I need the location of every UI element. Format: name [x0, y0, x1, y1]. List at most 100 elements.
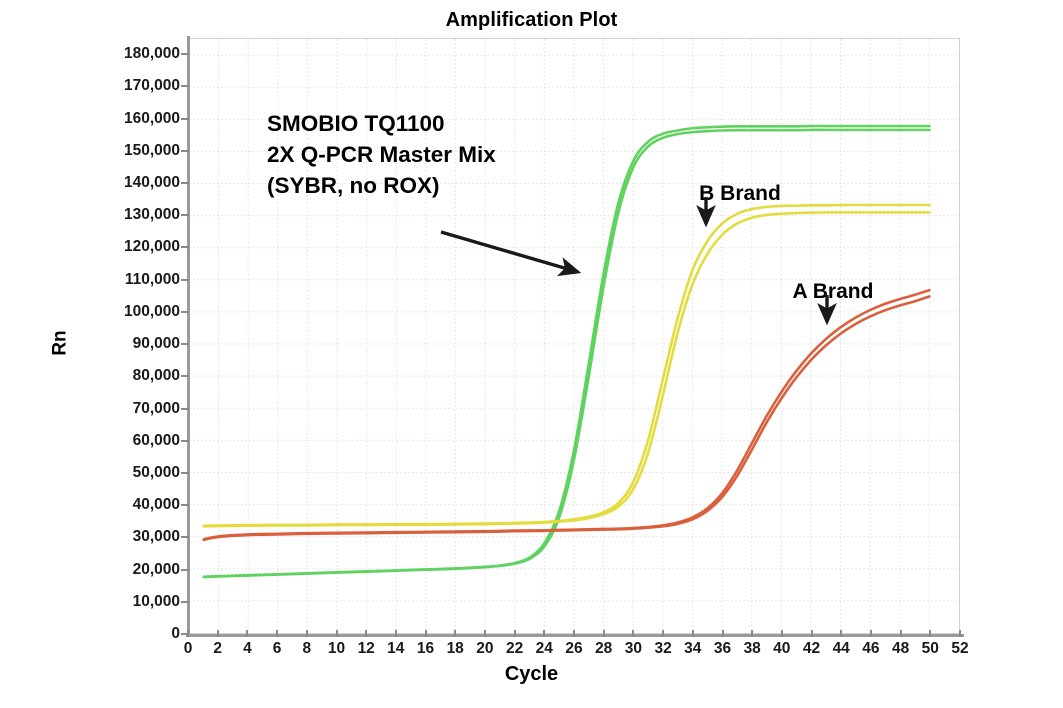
y-tick-label: 110,000 [124, 270, 180, 288]
x-tick-label: 36 [713, 640, 732, 657]
grid-lines [189, 39, 959, 633]
x-tick-mark [662, 630, 665, 637]
x-tick-label: 30 [624, 640, 643, 657]
x-tick-label: 0 [183, 640, 193, 657]
product-annotation-line-3: (SYBR, no ROX) [267, 173, 440, 198]
x-tick-label: 28 [595, 640, 613, 657]
x-tick-label: 10 [327, 640, 346, 657]
x-tick-label: 32 [654, 640, 672, 657]
x-tick-mark [929, 630, 932, 637]
x-tick-label: 40 [773, 640, 791, 657]
y-tick-label: 180,000 [123, 45, 180, 63]
y-tick-mark [181, 343, 189, 346]
x-tick-mark [394, 630, 397, 637]
x-tick-label: 42 [802, 640, 821, 657]
y-axis-line [187, 36, 190, 636]
y-tick-mark [181, 117, 189, 120]
x-tick-label: 6 [272, 640, 282, 657]
x-tick-mark [721, 630, 724, 637]
y-tick-mark [181, 278, 189, 281]
x-tick-label: 46 [862, 640, 880, 657]
y-tick-mark [181, 536, 189, 539]
series-line [202, 295, 931, 542]
series-line [202, 203, 931, 528]
x-tick-label: 12 [357, 640, 375, 657]
y-tick-mark [181, 214, 189, 217]
x-tick-mark [959, 630, 961, 637]
x-tick-label: 2 [213, 640, 222, 657]
series-line [202, 128, 931, 579]
x-tick-label: 38 [743, 640, 761, 657]
y-tick-label: 170,000 [123, 77, 180, 95]
x-tick-mark [216, 630, 219, 637]
data-series-layer [202, 124, 931, 579]
y-tick-label: 50,000 [132, 463, 180, 481]
y-tick-label: 90,000 [132, 335, 180, 353]
x-tick-label: 18 [446, 640, 464, 657]
y-tick-label: 0 [171, 625, 180, 642]
x-tick-mark [573, 630, 575, 637]
y-tick-mark [181, 407, 189, 410]
x-tick-label: 20 [476, 640, 494, 657]
x-tick-label: 48 [891, 640, 910, 657]
series-line [202, 288, 931, 541]
y-tick-mark [181, 182, 189, 184]
y-tick-label: 100,000 [123, 302, 180, 320]
y-tick-mark [181, 246, 189, 249]
product-annotation-line-2: 2X Q-PCR Master Mix [267, 142, 496, 167]
x-tick-mark [602, 630, 605, 637]
x-tick-mark [869, 630, 872, 637]
y-tick-label: 130,000 [123, 206, 180, 224]
x-tick-mark [543, 630, 546, 637]
y-tick-mark [181, 375, 189, 378]
x-tick-mark [483, 630, 486, 637]
x-tick-label: 8 [302, 640, 312, 657]
y-tick-label: 80,000 [132, 367, 180, 385]
y-tick-mark [181, 149, 189, 152]
brand-b-label: B Brand [699, 182, 781, 205]
x-tick-label: 14 [387, 640, 405, 657]
y-axis-tick-labels: 0 10,000 20,000 30,000 40,000 50,000 60,000 70,… [84, 0, 180, 708]
y-tick-label: 60,000 [132, 431, 180, 449]
plot-area [188, 38, 960, 634]
x-tick-mark [810, 630, 813, 637]
x-tick-mark [424, 630, 427, 637]
y-tick-label: 70,000 [132, 399, 180, 417]
x-tick-mark [305, 630, 308, 637]
x-tick-mark [335, 630, 338, 637]
x-tick-label: 52 [951, 640, 969, 657]
y-tick-label: 140,000 [123, 174, 180, 191]
x-tick-mark [840, 630, 843, 637]
x-tick-mark [187, 630, 189, 637]
y-tick-label: 10,000 [132, 592, 180, 610]
x-tick-mark [454, 630, 457, 637]
y-tick-label: 120,000 [123, 238, 180, 256]
y-tick-mark [181, 504, 189, 507]
x-tick-mark [691, 630, 694, 637]
x-tick-mark [513, 630, 516, 637]
y-tick-mark [181, 633, 189, 635]
x-tick-label: 16 [416, 640, 435, 657]
y-tick-mark [181, 53, 189, 56]
x-tick-label: 50 [921, 640, 939, 657]
x-tick-mark [276, 630, 279, 637]
x-tick-mark [899, 630, 902, 637]
product-annotation-text: SMOBIO TQ1100 2X Q-PCR Master Mix (SYBR, n… [267, 108, 496, 201]
x-tick-label: 34 [684, 640, 702, 657]
x-tick-label: 4 [243, 640, 252, 657]
x-axis-line [186, 634, 964, 637]
y-tick-label: 160,000 [123, 109, 180, 127]
y-tick-label: 30,000 [132, 528, 180, 546]
x-tick-label: 44 [832, 640, 850, 657]
y-tick-mark [181, 600, 189, 603]
y-tick-label: 40,000 [132, 496, 180, 514]
x-tick-mark [751, 630, 754, 637]
y-tick-label: 150,000 [123, 141, 180, 159]
brand-a-label: A Brand [792, 280, 874, 303]
x-axis-title: Cycle [504, 663, 559, 685]
product-annotation-line-1: SMOBIO TQ1100 [267, 111, 445, 136]
series-line [202, 211, 931, 528]
y-tick-mark [181, 439, 189, 442]
y-tick-mark [181, 310, 189, 313]
